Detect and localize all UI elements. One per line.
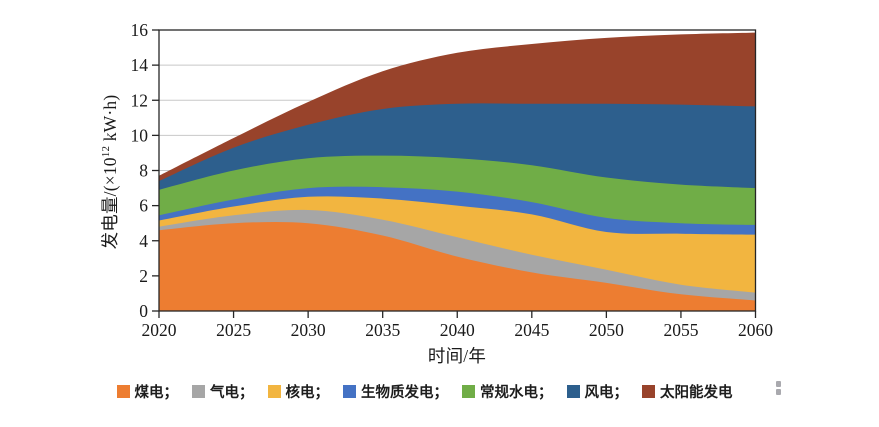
y-axis-title-superscript: 12 [100, 145, 113, 158]
legend-item-nuclear: 核电； [267, 381, 330, 402]
legend-label-solar: 太阳能发电 [660, 385, 733, 401]
legend-item-biomass: 生物质发电； [343, 381, 448, 402]
x-tick-label: 2025 [216, 320, 251, 340]
legend-swatch-wind [566, 385, 580, 398]
legend-swatch-nuclear [267, 385, 281, 398]
x-tick-label: 2040 [440, 320, 475, 340]
edge-artifact [776, 381, 782, 396]
y-tick-label: 16 [131, 20, 149, 40]
x-axis-title: 时间/年 [427, 346, 487, 366]
x-tick-label: 2050 [589, 320, 624, 340]
y-tick-label: 2 [139, 266, 148, 286]
y-axis-title: 发电量/(×1012 kW·h) [97, 42, 120, 302]
legend-label-biomass: 生物质发电； [361, 385, 448, 401]
legend-label-gas: 气电； [210, 385, 254, 401]
y-tick-label: 8 [139, 161, 148, 181]
legend-label-coal: 煤电； [134, 385, 179, 401]
legend-item-wind: 风电； [566, 381, 629, 402]
x-tick-label: 2060 [738, 320, 773, 340]
y-tick-label: 12 [131, 90, 149, 110]
legend-label-hydro: 常规水电； [480, 385, 553, 401]
y-tick-label: 4 [139, 231, 148, 251]
x-tick-label: 2020 [142, 320, 177, 340]
edge-artifact-mark [776, 381, 781, 387]
y-axis-title-prefix: 发电量/(×10 [100, 157, 120, 250]
y-tick-label: 10 [131, 125, 149, 145]
x-tick-label: 2030 [291, 320, 326, 340]
legend-swatch-biomass [343, 385, 356, 398]
legend-item-solar: 太阳能发电 [642, 381, 733, 402]
legend-swatch-gas [192, 385, 205, 398]
y-tick-label: 14 [131, 55, 149, 75]
legend-label-nuclear: 核电； [285, 385, 330, 401]
x-tick-label: 2045 [514, 320, 549, 340]
legend-swatch-solar [642, 385, 655, 398]
legend-item-gas: 气电； [192, 381, 254, 402]
legend-item-coal: 煤电； [116, 381, 179, 402]
x-tick-label: 2055 [663, 320, 698, 340]
legend: 煤电； 气电； 核电； 生物质发电； 常规水电； 风电； 太阳能发电 [0, 381, 864, 402]
legend-label-wind: 风电； [584, 385, 629, 401]
edge-artifact-mark [776, 389, 781, 395]
legend-swatch-coal [116, 385, 130, 398]
area-coal [159, 221, 756, 311]
legend-swatch-hydro [462, 385, 475, 398]
y-tick-label: 0 [139, 301, 148, 321]
y-tick-label: 6 [139, 196, 148, 216]
legend-item-hydro: 常规水电； [462, 381, 553, 402]
x-tick-label: 2035 [365, 320, 400, 340]
y-axis-title-suffix: kW·h) [100, 94, 120, 146]
